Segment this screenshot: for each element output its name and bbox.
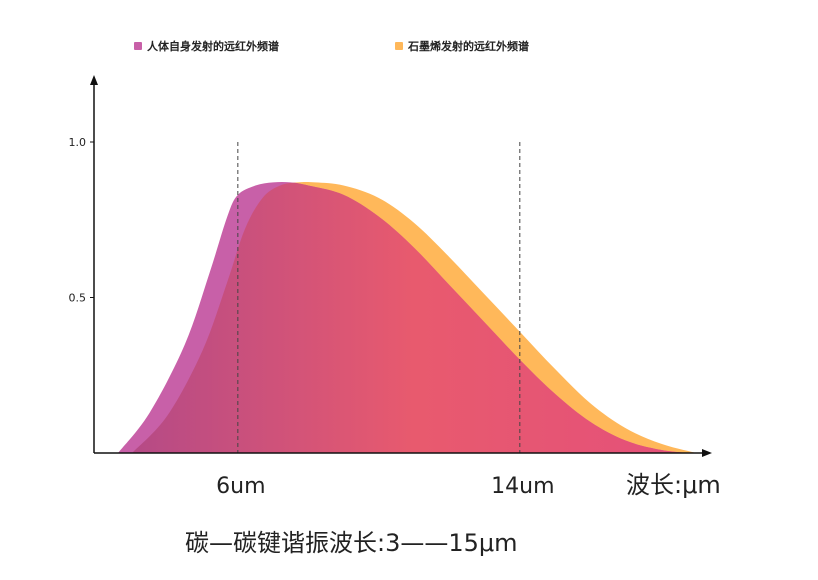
legend-swatch-human [134, 42, 142, 50]
x-axis-arrow [702, 449, 712, 457]
legend-label-human: 人体自身发射的远红外频谱 [147, 39, 279, 53]
legend-item-graphene: 石墨烯发射的远红外频谱 [395, 39, 529, 53]
y-tick-0.5: 0.5 [69, 292, 94, 305]
legend-item-human: 人体自身发射的远红外频谱 [134, 39, 279, 53]
marker-label-14um: 14um [491, 474, 554, 499]
x-axis: 6um 14um 波长:μm [94, 449, 721, 499]
y-tick-label: 1.0 [69, 136, 87, 149]
plot-area [118, 182, 697, 453]
y-axis: 0.5 1.0 [69, 75, 98, 453]
y-tick-1.0: 1.0 [69, 136, 94, 149]
legend-label-graphene: 石墨烯发射的远红外频谱 [407, 39, 529, 53]
legend: 人体自身发射的远红外频谱 石墨烯发射的远红外频谱 [134, 39, 529, 53]
y-axis-arrow [90, 75, 98, 85]
y-tick-label: 0.5 [69, 292, 87, 305]
x-axis-label: 波长:μm [626, 471, 721, 499]
chart-caption: 碳—碳键谐振波长:3——15μm [185, 529, 518, 557]
series-area-overlap [132, 182, 689, 453]
marker-label-6um: 6um [216, 474, 265, 499]
marker-lines [237, 142, 521, 453]
legend-swatch-graphene [395, 42, 403, 50]
